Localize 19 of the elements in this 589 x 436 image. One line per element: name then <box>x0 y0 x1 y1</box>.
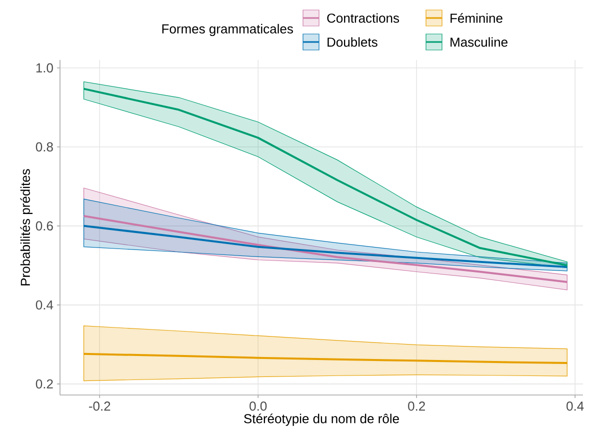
x-tick-label: 0.2 <box>408 402 425 411</box>
x-tick-label: 0.4 <box>566 402 584 411</box>
y-axis-title: Probabilités prédites <box>20 169 33 286</box>
y-tick-label: 0.8 <box>36 142 53 152</box>
y-tick-label: 0.4 <box>36 300 54 310</box>
legend-label: Contractions <box>327 13 400 23</box>
legend-label: Féminine <box>450 13 502 23</box>
y-tick-label: 1.0 <box>36 63 53 72</box>
line-series <box>82 352 568 364</box>
line-series <box>82 224 568 268</box>
x-tick-label: 0.0 <box>250 402 267 411</box>
line-series <box>82 215 568 284</box>
legend-label: Masculine <box>450 37 508 47</box>
y-tick-label: 0.2 <box>36 379 53 389</box>
legend-label: Doublets <box>328 37 378 47</box>
x-tick-label: -0.2 <box>89 402 110 411</box>
y-tick-label: 0.6 <box>36 221 53 231</box>
legend-title: Formes grammaticales <box>162 24 293 36</box>
x-axis-title: Stéréotypie du nom de rôle <box>244 414 399 426</box>
